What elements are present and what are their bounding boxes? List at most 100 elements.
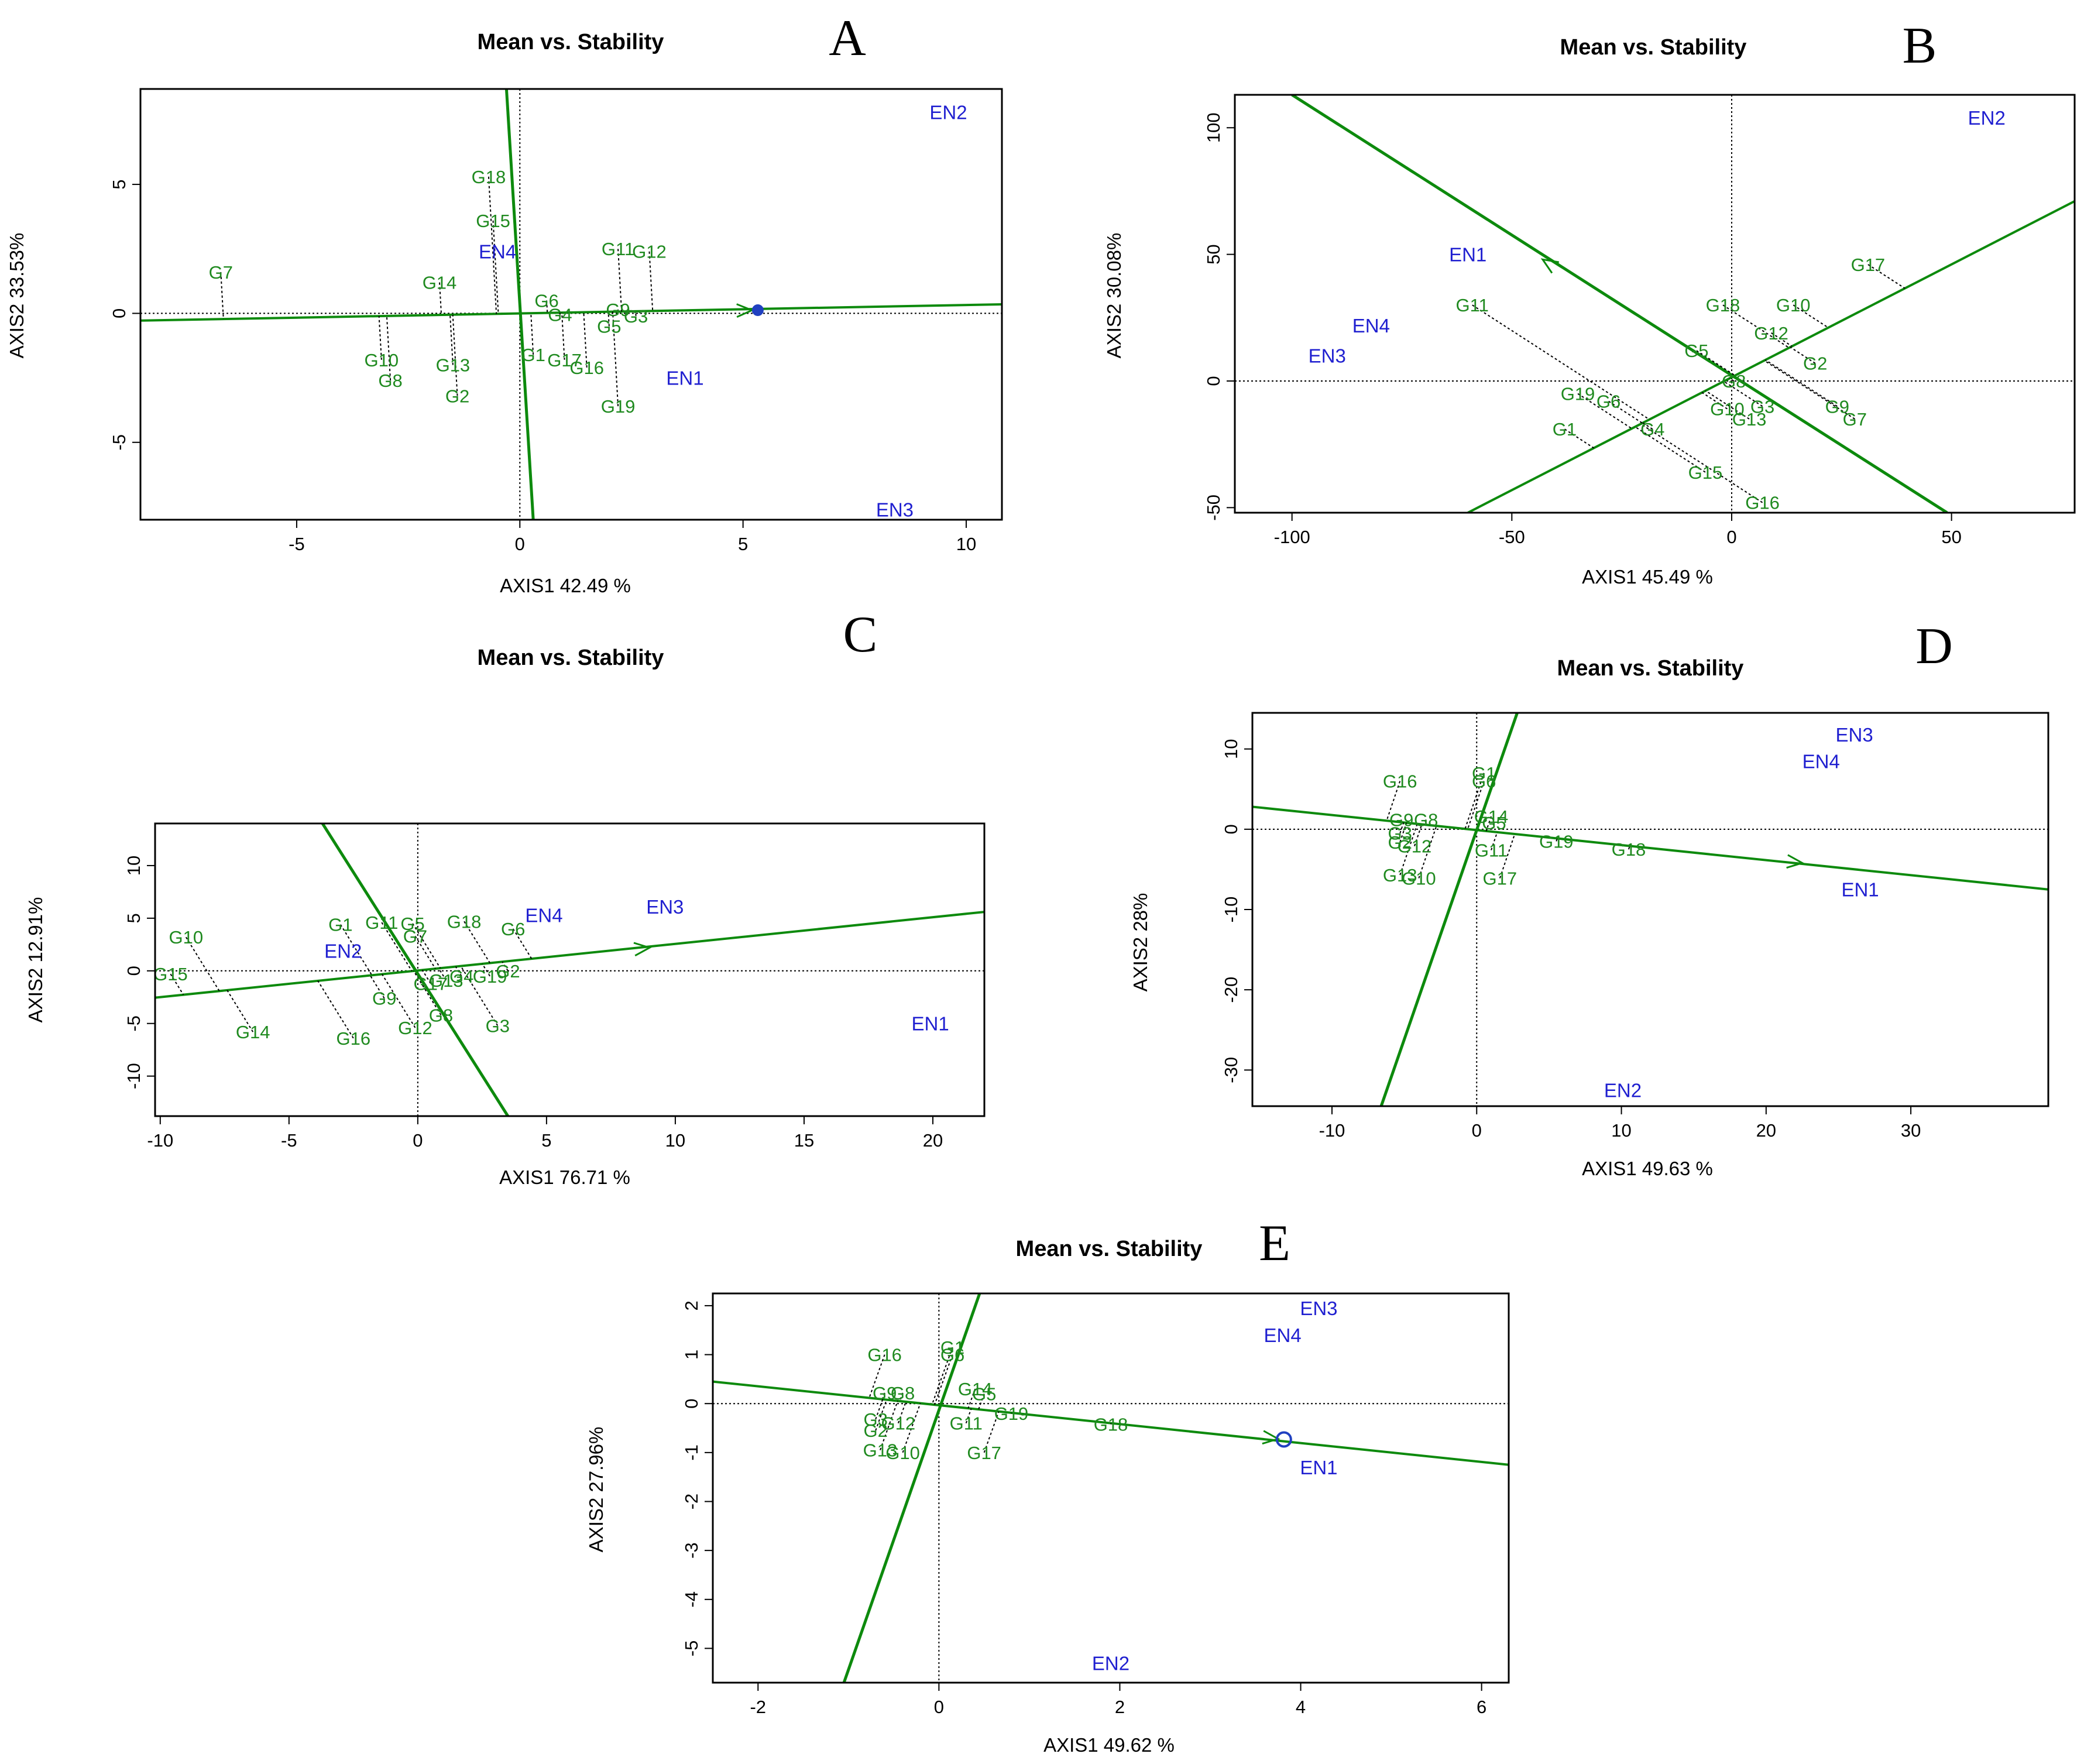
genotype-projection-line — [464, 921, 491, 963]
environment-label: EN3 — [876, 499, 914, 520]
environment-label: EN4 — [1352, 315, 1390, 337]
genotype-projection-line — [414, 935, 436, 969]
genotype-label: G5 — [972, 1384, 996, 1404]
aec-arrow — [736, 303, 754, 318]
x-tick-label: -2 — [750, 1697, 766, 1717]
genotype-projection-line — [897, 1401, 907, 1424]
y-tick-label: 10 — [1221, 739, 1241, 759]
x-tick-label: -5 — [289, 534, 305, 554]
environment-label: EN2 — [929, 102, 967, 123]
genotype-projection-line — [1701, 392, 1728, 410]
genotype-label: G16 — [867, 1345, 902, 1365]
genotype-label: G19 — [1561, 384, 1595, 404]
x-tick-label: 0 — [934, 1697, 944, 1717]
genotype-label: G9 — [1825, 396, 1849, 417]
genotype-projection-line — [1499, 833, 1516, 878]
genotype-label: G15 — [153, 964, 188, 984]
genotype-label: G10 — [885, 1443, 920, 1463]
genotype-label: G8 — [378, 370, 402, 391]
x-axis-label: AXIS1 45.49 % — [1582, 566, 1713, 588]
genotype-projection-line — [1765, 359, 1838, 407]
y-tick-label: 50 — [1203, 244, 1224, 264]
plot-frame — [1234, 94, 2076, 514]
genotype-label: G5 — [1482, 813, 1506, 833]
genotype-projection-line — [1771, 332, 1793, 347]
genotype-label: G7 — [1843, 409, 1867, 430]
genotype-projection-line — [881, 1392, 885, 1400]
genotype-projection-line — [1764, 360, 1855, 420]
genotype-label: G5 — [597, 316, 621, 337]
genotype-projection-line — [170, 973, 184, 996]
genotype-label: G18 — [472, 167, 506, 187]
genotype-projection-line — [648, 251, 654, 311]
genotype-label: G13 — [436, 355, 471, 376]
genotype-label: G3 — [1750, 396, 1774, 417]
genotype-projection-line — [382, 974, 416, 1028]
y-axis-label: AXIS2 12.91% — [25, 897, 46, 1023]
environment-label: EN1 — [1841, 879, 1879, 901]
genotype-label: G3 — [624, 306, 648, 327]
y-axis-label: AXIS2 30.08% — [1103, 233, 1125, 359]
genotype-label: G2 — [496, 961, 520, 981]
genotype-projection-line — [530, 313, 534, 355]
genotype-projection-line — [1642, 422, 1653, 430]
genotype-projection-line — [1564, 428, 1594, 449]
genotype-projection-line — [1608, 400, 1643, 424]
genotype-label: G6 — [1472, 771, 1496, 792]
y-tick-label: -10 — [1221, 897, 1241, 923]
aec-arrow — [1540, 258, 1560, 274]
x-axis-label: AXIS1 49.63 % — [1582, 1158, 1713, 1179]
panel-letter: A — [829, 10, 866, 67]
genotype-projection-line — [1413, 824, 1423, 846]
plot-frame — [712, 1292, 1510, 1684]
genotype-label: G16 — [1383, 771, 1417, 792]
genotype-label: G5 — [400, 914, 424, 934]
plot-frame — [139, 88, 1003, 521]
genotype-projection-line — [875, 1399, 887, 1431]
genotype-projection-line — [226, 990, 254, 1032]
average-environment-marker — [1275, 1431, 1292, 1448]
panel-letter: D — [1915, 618, 1953, 675]
x-tick-label: 10 — [1611, 1120, 1631, 1141]
genotype-label: G5 — [1684, 341, 1708, 361]
genotype-label: G4 — [449, 966, 473, 987]
y-tick-label: 5 — [109, 179, 129, 189]
environment-label: EN1 — [1300, 1457, 1337, 1478]
y-tick-label: -5 — [109, 434, 129, 451]
genotype-label: G9 — [873, 1383, 897, 1403]
genotype-label: G11 — [1475, 840, 1508, 861]
genotype-label: G19 — [601, 396, 636, 417]
genotype-label: G6 — [1597, 392, 1620, 412]
aec-abscissa-line — [155, 911, 984, 999]
genotype-projection-line — [317, 980, 354, 1039]
genotype-label: G1 — [1472, 763, 1496, 784]
genotype-projection-line — [492, 220, 499, 314]
genotype-label: G17 — [414, 973, 448, 994]
panel-e: Mean vs. Stability E AXIS1 49.62 % AXIS2 27… — [585, 1215, 1510, 1756]
x-tick-label: -10 — [147, 1130, 173, 1151]
genotype-label: G14 — [423, 273, 457, 293]
y-tick-label: 100 — [1203, 112, 1224, 143]
y-axis-label: AXIS2 28% — [1129, 893, 1151, 992]
x-tick-label: 15 — [794, 1130, 814, 1151]
panel-a: Mean vs. Stability A AXIS1 42.49 % AXIS2 33… — [6, 10, 1003, 596]
x-tick-label: 30 — [1901, 1120, 1921, 1141]
genotype-label: G9 — [372, 989, 396, 1009]
genotype-label: G14 — [236, 1022, 270, 1042]
genotype-projection-line — [1556, 838, 1558, 842]
chart-title: Mean vs. Stability — [1016, 1237, 1203, 1261]
environment-label: EN2 — [1092, 1653, 1129, 1674]
genotype-label: G13 — [429, 970, 464, 991]
y-tick-label: 2 — [681, 1300, 702, 1310]
genotype-projection-line — [1423, 819, 1427, 825]
genotype-label: G16 — [569, 358, 604, 378]
genotype-label: G18 — [1706, 295, 1740, 315]
y-tick-label: -5 — [681, 1641, 702, 1657]
y-tick-label: 10 — [123, 856, 144, 876]
y-tick-label: 1 — [681, 1350, 702, 1360]
panel-letter: E — [1259, 1215, 1290, 1272]
aec-abscissa-line — [1467, 200, 2075, 513]
environment-label: EN2 — [1968, 107, 2006, 129]
